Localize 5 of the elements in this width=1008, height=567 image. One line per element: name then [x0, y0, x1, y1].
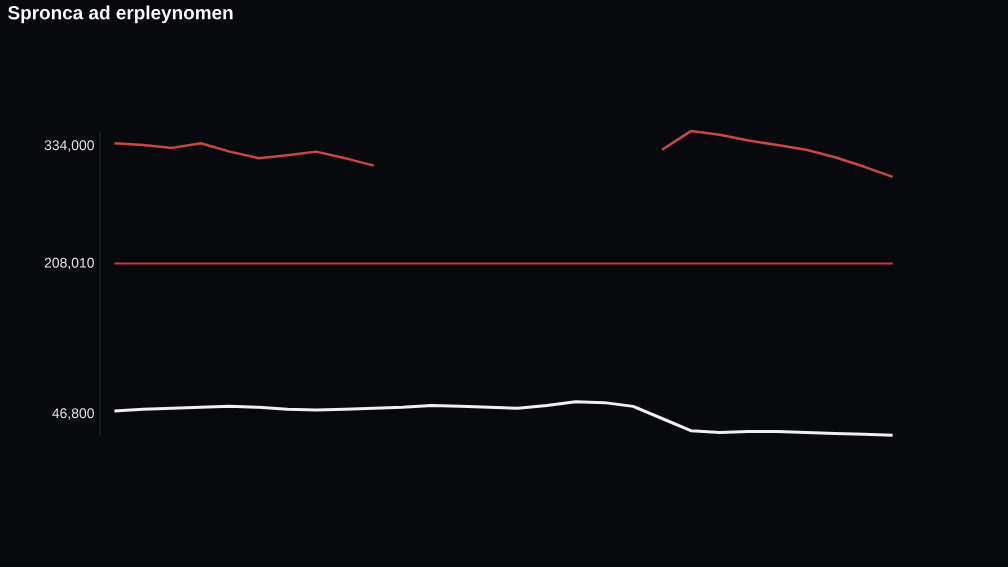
chart-title: Spronca ad erpleynomen [8, 5, 233, 24]
y-tick-label: 208,010 [44, 257, 94, 270]
y-tick-label: 46,800 [52, 408, 94, 420]
line-series [112, 400, 895, 437]
y-tick-label: 334,000 [44, 140, 94, 152]
